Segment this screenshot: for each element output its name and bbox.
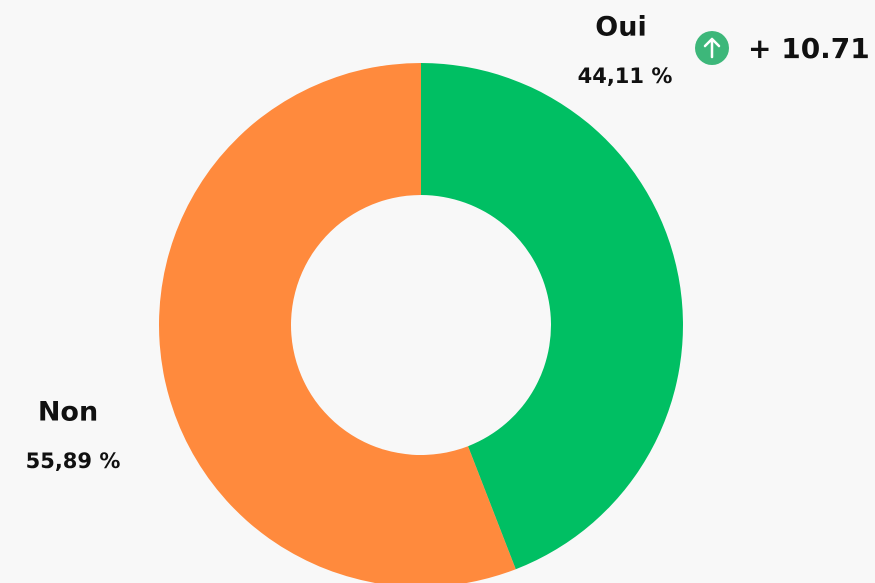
annotation: + 10.71 bbox=[748, 32, 870, 65]
slice bbox=[421, 63, 683, 570]
slice-value-label: 44,11 % bbox=[578, 64, 673, 88]
slice-value-label: 55,89 % bbox=[26, 449, 121, 473]
slice bbox=[159, 63, 516, 583]
slice-label: Oui bbox=[595, 12, 646, 43]
trend-arrow bbox=[703, 37, 721, 59]
slice-label: Non bbox=[38, 397, 98, 428]
